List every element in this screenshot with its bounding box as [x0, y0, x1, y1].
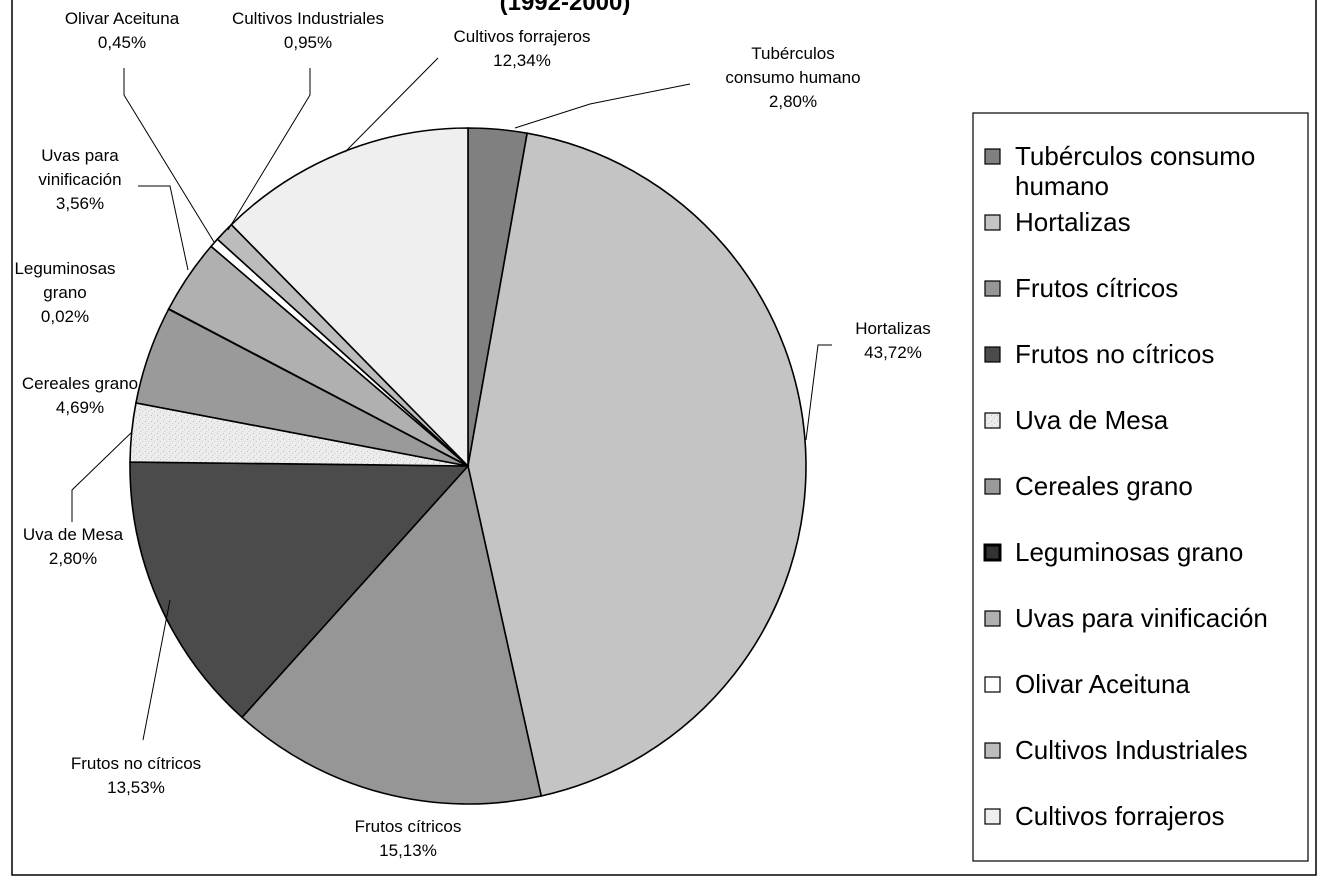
legend-label-hortalizas: Hortalizas	[1015, 207, 1131, 237]
legend-label-olivar: Olivar Aceituna	[1015, 669, 1190, 699]
pie-slice-frutos_citricos	[240, 464, 543, 805]
slice-label-frutos_citricos: Frutos cítricos 15,13%	[355, 817, 462, 860]
legend-swatch-tuberculos	[984, 148, 1001, 165]
legend-swatch-uvas_vinif	[984, 610, 1001, 627]
legend-swatch-leguminosas	[983, 543, 1002, 562]
pie-slice-frutos_no_citricos	[129, 461, 470, 719]
leader-line-tuberculos	[514, 83, 691, 129]
leader-line-uva_mesa	[71, 431, 133, 522]
legend-swatch-frutos_no_citricos	[984, 346, 1001, 363]
legend-label-leguminosas: Leguminosas grano	[1015, 537, 1243, 567]
slice-label-cereales: Cereales grano 4,69%	[22, 374, 138, 417]
pie-slices	[129, 127, 807, 805]
leader-line-hortalizas	[805, 344, 832, 441]
legend-label-frutos_no_citricos: Frutos no cítricos	[1015, 339, 1214, 369]
pie-slice-forrajeros	[230, 127, 469, 468]
slice-label-forrajeros: Cultivos forrajeros 12,34%	[454, 27, 591, 70]
legend-swatch-industriales	[984, 742, 1001, 759]
leader-lines	[71, 57, 832, 741]
legend-label-cereales: Cereales grano	[1015, 471, 1193, 501]
legend-swatch-frutos_citricos	[984, 280, 1001, 297]
slice-labels: Tubérculos consumo humano 2,80% Hortalizas 4…	[14, 9, 930, 860]
legend-label-uvas_vinif: Uvas para vinificación	[1015, 603, 1268, 633]
leader-line-frutos_no_citricos	[142, 599, 171, 741]
leader-line-olivar	[123, 68, 215, 243]
legend-label-frutos_citricos: Frutos cítricos	[1015, 273, 1178, 303]
leader-line-industriales	[227, 68, 311, 231]
slice-label-uvas_vinif: Uvas para vinificación 3,56%	[38, 146, 121, 213]
legend-label-forrajeros: Cultivos forrajeros	[1015, 801, 1225, 831]
pie-slice-hortalizas	[467, 132, 807, 797]
legend-label-tuberculos: Tubérculos consumo humano	[1015, 141, 1255, 201]
slice-label-frutos_no_citricos: Frutos no cítricos 13,53%	[71, 754, 201, 797]
legend: Tubérculos consumo humano Hortalizas Frutos…	[983, 141, 1268, 831]
legend-swatch-cereales	[984, 478, 1001, 495]
legend-box	[972, 112, 1309, 862]
chart-title: (1992-2000)	[500, 0, 631, 16]
legend-swatch-hortalizas	[984, 214, 1001, 231]
slice-label-hortalizas: Hortalizas 43,72%	[855, 319, 931, 362]
slice-label-olivar: Olivar Aceituna 0,45%	[65, 9, 180, 52]
slice-label-industriales: Cultivos Industriales 0,95%	[232, 9, 384, 52]
legend-label-uva_mesa: Uva de Mesa	[1015, 405, 1169, 435]
legend-swatch-forrajeros	[984, 808, 1001, 825]
legend-swatch-olivar	[984, 676, 1001, 693]
slice-label-leguminosas: Leguminosas grano 0,02%	[14, 259, 115, 326]
leader-line-uvas_vinif	[138, 185, 189, 271]
slice-label-uva_mesa: Uva de Mesa 2,80%	[23, 525, 124, 568]
legend-label-industriales: Cultivos Industriales	[1015, 735, 1248, 765]
legend-swatch-uva_mesa	[984, 412, 1001, 429]
leader-line-forrajeros	[344, 57, 439, 153]
slice-label-tuberculos: Tubérculos consumo humano 2,80%	[725, 44, 860, 111]
